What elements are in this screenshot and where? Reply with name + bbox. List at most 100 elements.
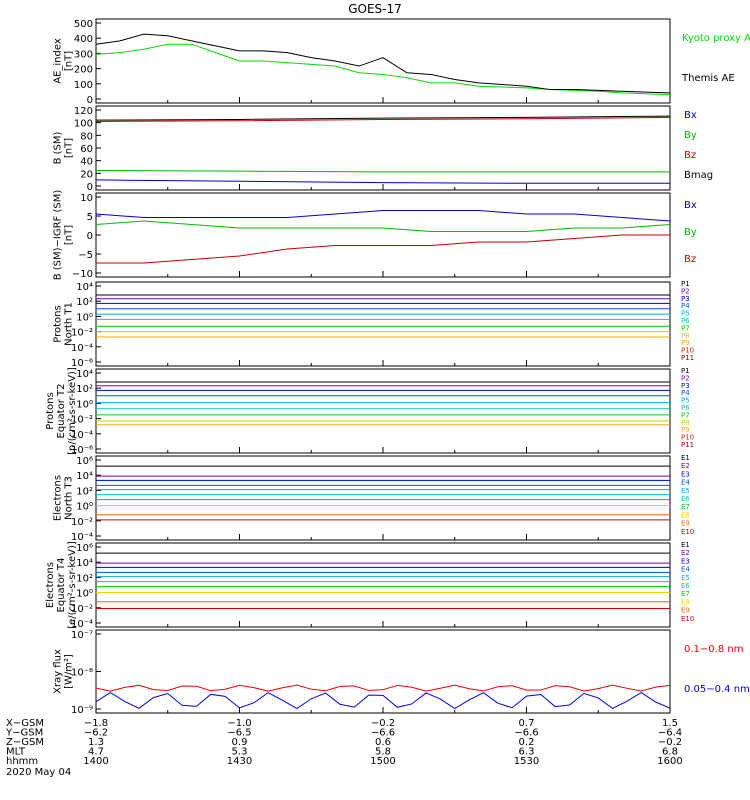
x-axis-value: −6.5 xyxy=(227,728,251,739)
legend-label: E1 xyxy=(681,454,690,462)
legend-label: P9 xyxy=(681,426,690,434)
legend-label: P5 xyxy=(681,310,690,318)
y-tick-label: 10⁰ xyxy=(76,399,93,410)
panel-electrons_t4: 10⁶ 10⁴ 10² 10⁰ 10⁻² 10⁻⁴ Electrons Equator T4[… xyxy=(45,541,694,630)
y-axis-label: Xray flux xyxy=(53,649,64,694)
panel-protons_t2: 10⁴ 10² 10⁰ 10⁻² 10⁻⁴ 10⁻⁶ Protons Equator T2 [p… xyxy=(45,367,694,456)
legend-label: E9 xyxy=(681,607,690,615)
legend-label: P11 xyxy=(681,354,694,362)
y-tick-label: 10⁴ xyxy=(76,471,93,482)
series-line xyxy=(95,179,670,184)
y-axis-label: North T1 xyxy=(64,302,75,346)
y-axis-label: [W/m²] xyxy=(64,654,75,689)
legend-label: Bz xyxy=(684,150,696,161)
legend-label: P10 xyxy=(681,434,694,442)
series-line xyxy=(96,234,670,264)
legend-label: P10 xyxy=(681,347,694,355)
series-line xyxy=(95,170,670,173)
legend-label: 0.1−0.8 nm xyxy=(684,644,743,655)
legend-label: Bx xyxy=(684,200,697,211)
legend-label: E2 xyxy=(681,549,690,557)
x-axis-value: 1600 xyxy=(657,756,682,767)
y-tick-label: 10⁻⁴ xyxy=(71,430,93,441)
legend-label: P9 xyxy=(681,339,690,347)
legend-label: Themis AE xyxy=(681,73,735,84)
legend-label: P7 xyxy=(681,324,690,332)
y-axis-label: Equator T4 xyxy=(56,558,67,613)
y-tick-label: 10⁶ xyxy=(76,456,93,467)
legend-label: P6 xyxy=(681,317,690,325)
series-line xyxy=(95,210,671,222)
x-axis-value: 1400 xyxy=(83,756,108,767)
legend-label: P2 xyxy=(681,287,690,295)
y-axis-label: Electrons xyxy=(45,562,56,608)
legend-label: E6 xyxy=(681,582,690,590)
series-line xyxy=(95,220,671,232)
legend-label: P4 xyxy=(681,302,690,310)
y-tick-label: 10⁻² xyxy=(71,415,93,426)
series-line xyxy=(95,691,671,710)
legend-label: Kyoto proxy AE xyxy=(682,33,750,44)
y-tick-label: 10⁻⁴ xyxy=(71,343,93,354)
legend-label: P2 xyxy=(681,374,690,382)
y-tick-label: −10 xyxy=(72,269,93,280)
x-axis-value: −0.2 xyxy=(658,737,682,748)
legend-label: Bz xyxy=(684,254,696,265)
y-tick-label: 10⁶ xyxy=(76,543,93,554)
x-axis-value: −0.2 xyxy=(371,718,395,729)
y-tick-label: 80 xyxy=(80,131,93,142)
legend-label: E10 xyxy=(681,615,694,623)
x-axis-row-label: X−GSM xyxy=(6,718,44,729)
y-axis-label: Protons xyxy=(53,305,64,342)
y-tick-label: 10⁴ xyxy=(76,282,93,293)
y-tick-label: 10² xyxy=(76,297,93,308)
y-tick-label: 0 xyxy=(87,182,93,193)
y-axis-label: North T3 xyxy=(64,476,75,520)
y-axis-label: B (SM)−IGRF (SM) xyxy=(53,190,64,281)
y-axis-label: [nT] xyxy=(64,138,75,158)
panel-xray: 10⁻⁷ 10⁻⁸ 10⁻⁹ Xray flux [W/m²] 0.1−0.8 nm 0.0… xyxy=(53,629,750,716)
panel-frame xyxy=(95,542,671,628)
legend-label: By xyxy=(684,227,697,238)
x-axis-value: 0.6 xyxy=(375,737,391,748)
y-tick-label: 0 xyxy=(87,231,93,242)
legend-label: P3 xyxy=(681,295,690,303)
y-tick-label: 10⁻⁸ xyxy=(71,668,93,679)
x-axis-value: 1.3 xyxy=(88,737,104,748)
legend-label: Bx xyxy=(684,110,697,121)
y-tick-label: 10⁻² xyxy=(71,604,93,615)
legend-label: P6 xyxy=(681,404,690,412)
x-axis-row-label: Z−GSM xyxy=(6,737,44,748)
x-axis-value: 4.7 xyxy=(88,747,104,758)
panel-frame xyxy=(95,192,671,278)
x-axis-value: −6.6 xyxy=(514,728,538,739)
legend-label: E7 xyxy=(681,590,690,598)
y-tick-label: 10⁻² xyxy=(71,517,93,528)
y-tick-label: 20 xyxy=(80,169,93,180)
y-axis-label: [nT] xyxy=(64,225,75,245)
legend-label: P8 xyxy=(681,332,690,340)
x-axis-value: 0.9 xyxy=(232,737,248,748)
y-tick-label: 10 xyxy=(80,193,93,204)
legend-label: E4 xyxy=(681,479,690,487)
legend-label: E8 xyxy=(681,598,690,606)
y-tick-label: 10² xyxy=(76,384,93,395)
panel-frame xyxy=(95,629,671,714)
legend-label: P1 xyxy=(681,367,690,375)
y-axis-label: B (SM) xyxy=(53,131,64,164)
legend-label: E5 xyxy=(681,574,690,582)
legend-label: E10 xyxy=(681,528,694,536)
y-tick-label: 100 xyxy=(74,119,93,130)
y-tick-label: −5 xyxy=(78,250,93,261)
x-axis-value: −6.4 xyxy=(658,728,682,739)
y-tick-label: 10⁻⁴ xyxy=(71,619,93,630)
y-axis-label: [e/(cm²-s-sr-keV)] xyxy=(67,541,78,629)
legend-label: P11 xyxy=(681,441,694,449)
panel-b_minus_igrf: 10 5 0 −5 −10 B (SM)−IGRF (SM) [nT] Bx By Bz xyxy=(53,190,697,281)
series-line xyxy=(95,116,671,122)
x-axis-row-label: hhmm xyxy=(6,756,38,767)
legend-label: P5 xyxy=(681,397,690,405)
legend-label: P8 xyxy=(681,419,690,427)
